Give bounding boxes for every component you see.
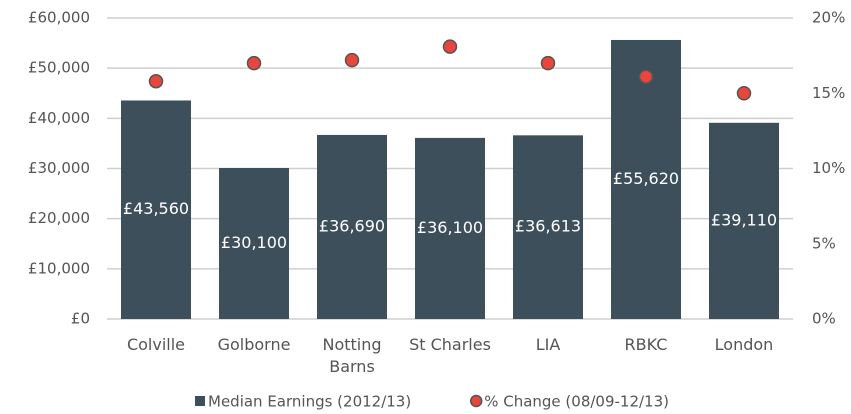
y-tick-label: £10,000 bbox=[28, 259, 90, 277]
data-label: £55,620 bbox=[613, 169, 679, 188]
legend-label: Median Earnings (2012/13) bbox=[208, 393, 411, 411]
bar bbox=[415, 137, 485, 319]
data-label: £36,100 bbox=[417, 218, 483, 237]
x-tick-label: RBKC bbox=[624, 335, 668, 354]
dot bbox=[344, 52, 360, 68]
dot bbox=[540, 55, 556, 71]
y2-tick-label: 0% bbox=[812, 310, 836, 328]
data-label: £36,690 bbox=[319, 216, 385, 235]
dot bbox=[148, 73, 164, 89]
y2-tick-label: 20% bbox=[812, 9, 845, 27]
y2-tick-label: 10% bbox=[812, 159, 845, 177]
y2-tick-label: 5% bbox=[812, 234, 836, 252]
data-label: £36,613 bbox=[515, 217, 581, 236]
y-tick-label: £20,000 bbox=[28, 209, 90, 227]
bar bbox=[219, 167, 289, 319]
dot bbox=[638, 69, 654, 84]
legend-label: % Change (08/09-12/13) bbox=[484, 393, 669, 411]
dot bbox=[736, 86, 752, 101]
y-tick-label: £50,000 bbox=[28, 59, 90, 77]
x-tick-label: Golborne bbox=[217, 335, 291, 354]
x-tick-label: LIA bbox=[535, 335, 561, 354]
y-tick-label: £60,000 bbox=[28, 9, 90, 27]
bar bbox=[317, 134, 387, 319]
y-tick-label: £30,000 bbox=[28, 159, 90, 177]
dot bbox=[442, 39, 458, 54]
x-tick-label: Notting Barns bbox=[322, 335, 382, 376]
dot bbox=[246, 55, 262, 71]
y2-tick-label: 15% bbox=[812, 84, 845, 102]
data-label: £30,100 bbox=[221, 233, 287, 252]
x-tick-label: London bbox=[714, 335, 774, 354]
bar bbox=[513, 135, 583, 319]
x-tick-label: Colville bbox=[126, 335, 186, 354]
bar bbox=[611, 39, 681, 320]
x-tick-label: St Charles bbox=[409, 335, 491, 354]
data-label: £39,110 bbox=[711, 210, 777, 229]
legend-marker bbox=[469, 394, 483, 408]
bar bbox=[121, 100, 191, 319]
legend-marker bbox=[195, 396, 205, 406]
y-tick-label: £0 bbox=[71, 310, 90, 328]
y-tick-label: £40,000 bbox=[28, 109, 90, 127]
bar bbox=[709, 122, 779, 320]
data-label: £43,560 bbox=[123, 199, 189, 218]
